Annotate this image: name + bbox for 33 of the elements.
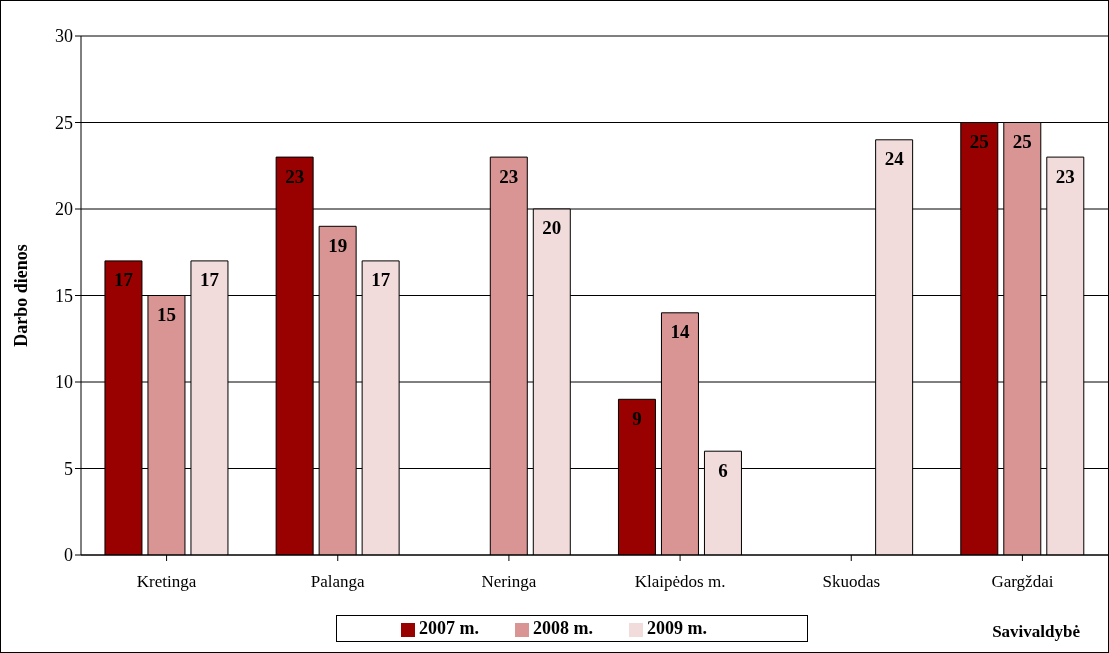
data-label: 25 (969, 130, 989, 152)
data-label: 15 (156, 303, 176, 325)
data-label: 19 (328, 234, 348, 256)
data-label: 20 (542, 217, 562, 239)
data-label: 14 (670, 321, 690, 343)
data-label: 23 (1055, 165, 1075, 187)
y-tick-label: 15 (55, 285, 73, 306)
x-tick-label: Gargždai (991, 572, 1054, 592)
x-tick-label: Palanga (310, 572, 366, 592)
data-label: 6 (718, 459, 728, 481)
y-tick-label: 25 (55, 112, 73, 133)
y-tick-label: 30 (55, 26, 73, 47)
data-label: 24 (884, 148, 905, 170)
data-label: 17 (113, 269, 134, 291)
data-label: 23 (285, 165, 305, 187)
x-tick-label: Skuodas (822, 572, 881, 592)
y-tick-label: 0 (64, 545, 73, 566)
data-label: 9 (632, 407, 642, 429)
y-tick-label: 20 (55, 199, 73, 220)
y-axis-title: Darbo dienos (11, 244, 32, 347)
x-tick-label: Klaipėdos m. (634, 572, 726, 592)
legend-label: 2009 m. (647, 618, 707, 638)
x-axis-title: Savivaldybė (992, 622, 1080, 642)
data-label: 25 (1012, 130, 1032, 152)
x-tick-label: Kretinga (136, 572, 197, 592)
data-label: 23 (499, 165, 519, 187)
x-tick-label: Neringa (481, 572, 537, 592)
data-label: 17 (371, 269, 391, 291)
data-label: 17 (199, 269, 220, 291)
legend-label: 2007 m. (419, 618, 479, 638)
y-tick-label: 5 (64, 458, 73, 479)
y-tick-label: 10 (55, 372, 73, 393)
legend-label: 2008 m. (533, 618, 593, 638)
